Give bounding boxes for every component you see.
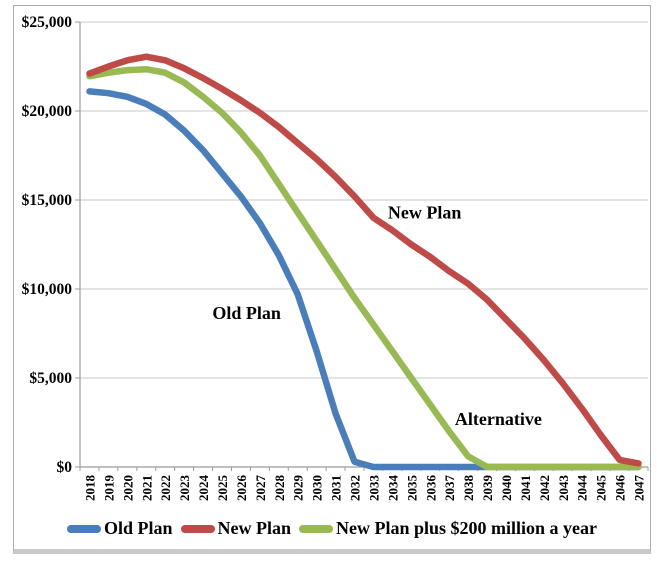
x-tick-label: 2024 <box>196 475 211 502</box>
series-line-old-plan <box>86 88 642 471</box>
legend-item-new-plan-plus-200-million-a-year: New Plan plus $200 million a year <box>299 518 597 539</box>
x-tick-label: 2022 <box>158 475 173 501</box>
x-tick-label: 2030 <box>310 475 325 501</box>
y-tick-label: $5,000 <box>29 370 72 387</box>
x-tick-label: 2036 <box>423 475 438 502</box>
y-tick-label: $10,000 <box>22 281 73 298</box>
x-tick-label: 2028 <box>272 475 287 502</box>
annotation-alternative: Alternative <box>455 409 542 429</box>
legend-swatch-new-plan <box>180 524 215 533</box>
x-tick-label: 2047 <box>632 475 647 502</box>
legend-label-new-plan: New Plan <box>217 518 292 538</box>
x-tick-label: 2023 <box>177 475 192 502</box>
x-tick-label: 2026 <box>234 475 249 502</box>
series-line-new-plan-plus-200-million-a-year <box>86 65 642 471</box>
y-tick-label: $20,000 <box>22 103 73 120</box>
annotation-new-plan: New Plan <box>388 203 462 223</box>
chart-frame: $0 $5,000 $10,000 $15,000 $20,000 $25,000 2018… <box>13 5 651 554</box>
y-tick-label: $25,000 <box>22 14 73 31</box>
x-tick-label: 2034 <box>385 475 400 502</box>
x-tick-label: 2021 <box>139 475 154 501</box>
x-tick-label: 2020 <box>120 475 135 501</box>
y-tick-label: $0 <box>57 459 73 476</box>
x-tick-label: 2043 <box>556 475 571 502</box>
x-tick-label: 2038 <box>461 475 476 502</box>
x-tick-label: 2039 <box>480 475 495 502</box>
legend-label-old-plan: Old Plan <box>103 518 173 538</box>
x-tick-label: 2046 <box>613 475 628 502</box>
legend-label-new-plan-plus-200-million-a-year: New Plan plus $200 million a year <box>336 518 598 538</box>
x-tick-label: 2037 <box>442 475 457 502</box>
x-tick-label: 2032 <box>348 475 363 501</box>
legend-item-new-plan: New Plan <box>180 518 292 539</box>
x-tick-label: 2042 <box>537 475 552 501</box>
x-tick-label: 2031 <box>329 475 344 501</box>
y-tick-label: $15,000 <box>22 192 73 209</box>
x-tick-label: 2029 <box>291 475 306 502</box>
series-line-new-plan <box>86 53 642 467</box>
legend: Old Plan New Plan New Plan plus $200 milli… <box>14 508 650 549</box>
x-tick-label: 2033 <box>367 475 382 502</box>
x-tick-label: 2035 <box>404 475 419 502</box>
annotation-old-plan: Old Plan <box>212 303 281 323</box>
x-tick-label: 2025 <box>215 475 230 502</box>
x-tick-label: 2044 <box>575 475 590 502</box>
x-tick-label: 2019 <box>101 475 116 502</box>
x-tick-label: 2018 <box>83 475 98 502</box>
legend-swatch-old-plan <box>66 524 101 533</box>
x-tick-label: 2040 <box>499 475 514 501</box>
x-tick-label: 2041 <box>518 475 533 501</box>
chart-canvas: $0 $5,000 $10,000 $15,000 $20,000 $25,000 2018… <box>22 14 649 502</box>
x-tick-label: 2027 <box>253 475 268 502</box>
x-tick-label: 2045 <box>594 475 609 502</box>
legend-item-old-plan: Old Plan <box>66 518 173 539</box>
legend-swatch-new-plan-plus-200-million-a-year <box>299 524 333 533</box>
